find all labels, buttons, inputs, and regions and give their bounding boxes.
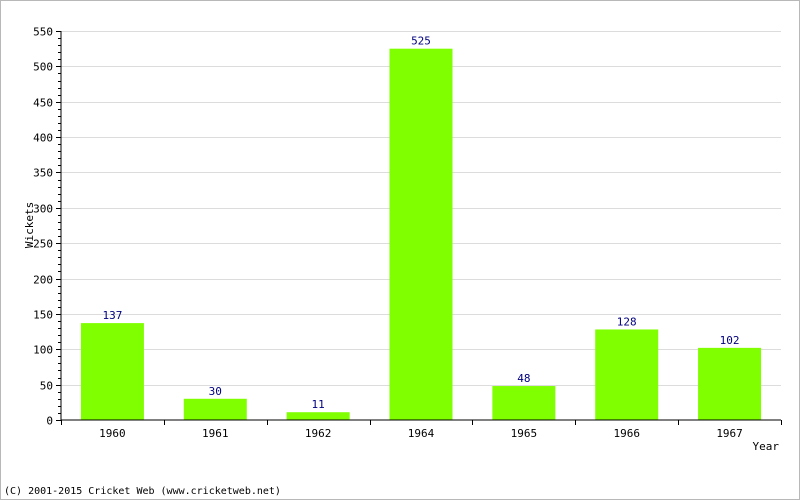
- y-tick-label: 100: [33, 344, 53, 357]
- label-layer: 0 50 100 150 200 250 300 350 400 450 500 550 137 1960…: [33, 26, 743, 441]
- bar: [286, 412, 350, 420]
- y-tick-label: 500: [33, 61, 53, 74]
- x-tick-label: 1966: [613, 427, 640, 440]
- bar: [80, 323, 144, 420]
- y-tick-label: 200: [33, 274, 53, 287]
- bar-value-label: 48: [517, 372, 530, 385]
- bar: [389, 48, 453, 420]
- y-tick-label: 450: [33, 97, 53, 110]
- bar: [183, 398, 247, 420]
- bar: [698, 347, 762, 420]
- bar: [492, 386, 556, 420]
- y-tick-label: 300: [33, 203, 53, 216]
- x-tick-label: 1967: [716, 427, 743, 440]
- y-tick-label: 250: [33, 238, 53, 251]
- y-tick-label: 0: [46, 415, 53, 428]
- bar-value-label: 137: [102, 309, 122, 322]
- x-tick-label: 1960: [99, 427, 126, 440]
- bar-layer: [80, 48, 762, 420]
- y-tick-label: 400: [33, 132, 53, 145]
- y-tick-label: 50: [40, 380, 53, 393]
- footer-credit: (C) 2001-2015 Cricket Web (www.cricketwe…: [4, 486, 281, 497]
- x-tick-label: 1961: [202, 427, 229, 440]
- bar-value-label: 102: [720, 334, 740, 347]
- y-tick-label: 150: [33, 309, 53, 322]
- bar-value-label: 525: [411, 35, 431, 48]
- y-tick-label: 350: [33, 167, 53, 180]
- x-tick-label: 1965: [511, 427, 538, 440]
- y-axis-label: Wickets: [23, 202, 36, 248]
- bar: [595, 329, 659, 420]
- x-axis-label: Year: [753, 440, 780, 453]
- axis-layer: [56, 31, 782, 425]
- x-tick-label: 1964: [408, 427, 435, 440]
- bar-value-label: 128: [617, 315, 637, 328]
- bar-value-label: 11: [312, 398, 325, 411]
- bar-value-label: 30: [209, 385, 222, 398]
- y-tick-label: 550: [33, 26, 53, 39]
- x-tick-label: 1962: [305, 427, 332, 440]
